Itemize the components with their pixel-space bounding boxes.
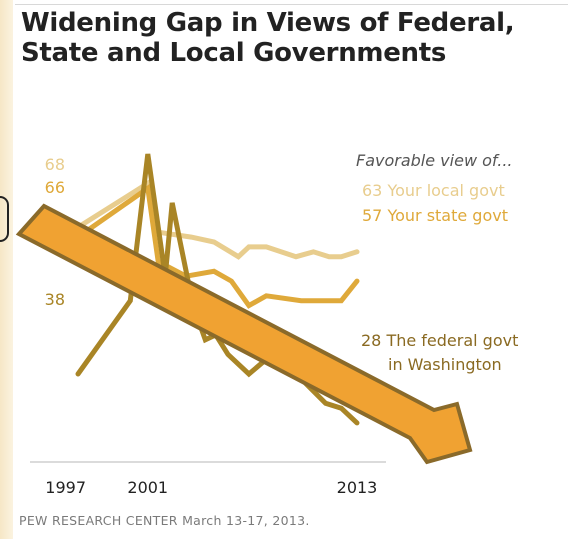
legend-heading: Favorable view of...	[356, 151, 513, 170]
start-value-label-local: 68	[45, 155, 65, 174]
x-tick-label-2001: 2001	[127, 478, 168, 497]
end-value-label-state: 57 Your state govt	[362, 206, 508, 225]
source-note: PEW RESEARCH CENTER March 13-17, 2013.	[19, 513, 310, 528]
start-value-label-federal: 38	[45, 290, 65, 309]
trend-arrow-overlay	[15, 203, 473, 465]
x-tick-label-2013: 2013	[337, 478, 378, 497]
end-value-label-federal: 28 The federal govt	[361, 331, 518, 350]
series-line-state	[75, 183, 360, 309]
left-page-strip	[0, 0, 13, 539]
series-name-label-federal-line2: in Washington	[388, 355, 502, 374]
chart-title: Widening Gap in Views of Federal, State …	[21, 8, 515, 68]
trend-arrow	[15, 203, 473, 465]
start-value-label-state: 66	[45, 178, 65, 197]
x-tick-label-1997: 1997	[45, 478, 86, 497]
top-rule	[15, 4, 568, 5]
end-value-label-local: 63 Your local govt	[362, 181, 505, 200]
